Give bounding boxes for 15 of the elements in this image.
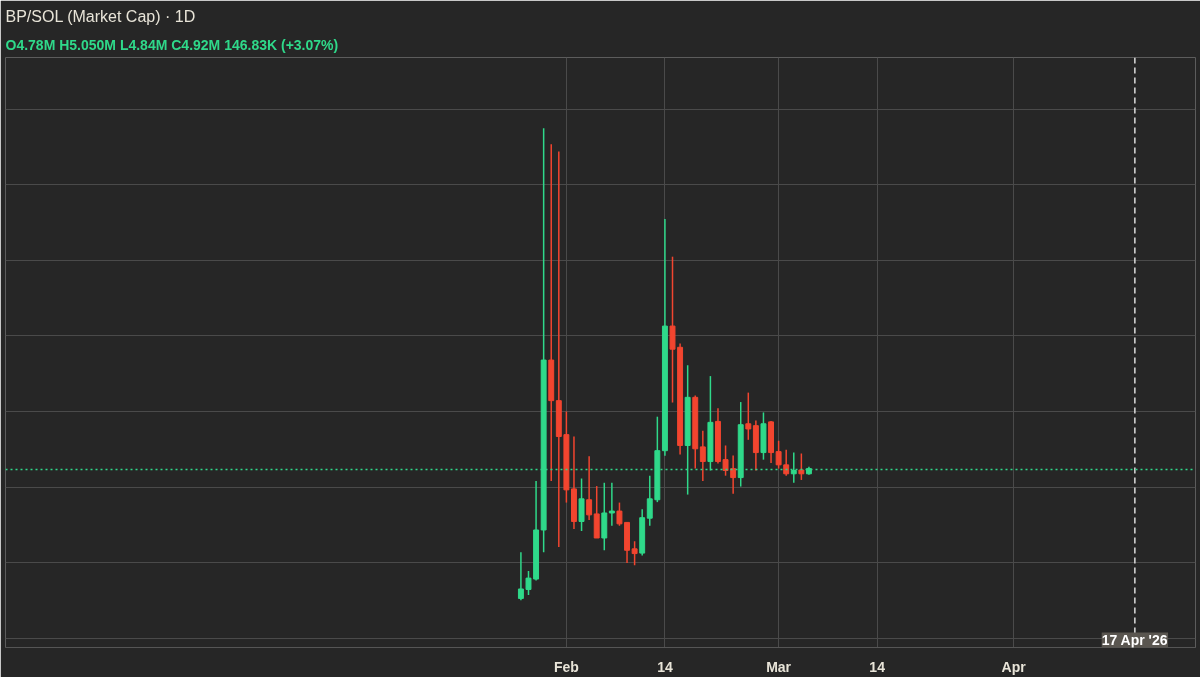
candlestick bbox=[608, 482, 615, 527]
candlestick bbox=[745, 391, 752, 441]
x-tick-label: 14 bbox=[657, 658, 673, 675]
x-tick-label: Mar bbox=[766, 658, 792, 675]
candlestick bbox=[548, 143, 555, 482]
text: O4.78M H5.050M L4.84M C4.92M 146.83K (+3.07%) bbox=[5, 36, 339, 53]
x-tick-label: Feb bbox=[553, 658, 579, 675]
candlestick bbox=[586, 455, 593, 521]
x-tick-label: 14 bbox=[869, 658, 886, 675]
candlestick bbox=[578, 477, 585, 532]
x-tick-label: Apr bbox=[1001, 658, 1027, 675]
chart-title: BP/SOL (Market Cap) · 1D bbox=[5, 7, 196, 25]
candlestick bbox=[798, 452, 805, 481]
ref-line-label: 17 Apr '26 bbox=[1101, 632, 1168, 649]
candlestick bbox=[699, 430, 706, 482]
